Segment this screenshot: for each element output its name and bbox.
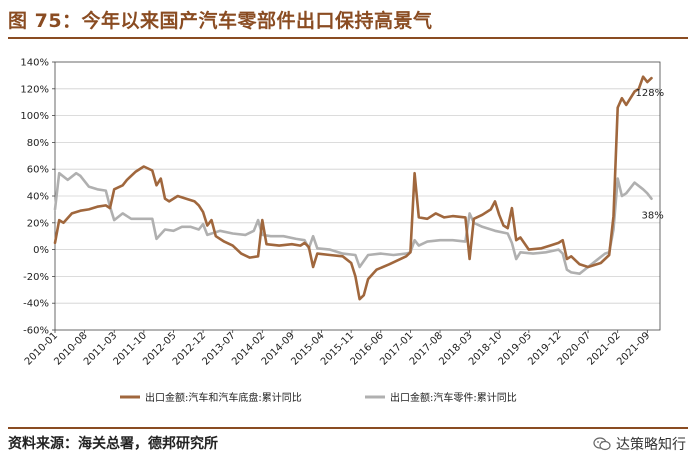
y-tick-label: 140% xyxy=(20,58,49,69)
y-tick-label: 120% xyxy=(20,84,49,95)
y-tick-label: 20% xyxy=(27,218,49,229)
y-tick-label: 100% xyxy=(20,111,49,122)
end-label-parts: 38% xyxy=(642,211,664,222)
y-tick-label: -20% xyxy=(23,272,49,283)
y-tick-label: 0% xyxy=(33,245,49,256)
x-tick-label: 2021-09 xyxy=(615,330,652,367)
legend: 出口金额:汽车和汽车底盘:累计同比 出口金额:汽车零件:累计同比 xyxy=(120,391,517,404)
series-lines xyxy=(53,75,653,301)
end-labels: 128% 38% xyxy=(636,88,665,222)
y-tick-label: -60% xyxy=(23,326,49,337)
y-tick-label: 60% xyxy=(27,165,49,176)
source-note: 资料来源：海关总署，德邦研究所 xyxy=(8,436,218,452)
y-tick-label: 80% xyxy=(27,138,49,149)
footer-divider xyxy=(8,427,688,429)
legend-label-chassis: 出口金额:汽车和汽车底盘:累计同比 xyxy=(145,391,302,404)
figure-title: 图 75：今年以来国产汽车零部件出口保持高景气 xyxy=(8,10,433,32)
end-label-chassis: 128% xyxy=(636,88,665,99)
watermark-text: 达策略知行 xyxy=(616,437,686,453)
line-chart: -60% -40% -20% 0% 20% 40% 60% 80% 100% 120% 140% 20… xyxy=(20,58,665,405)
legend-label-parts: 出口金额:汽车零件:累计同比 xyxy=(390,391,517,404)
y-tick-label: 40% xyxy=(27,192,49,203)
axes: -60% -40% -20% 0% 20% 40% 60% 80% 100% 120% 140% 20… xyxy=(20,58,661,368)
grid-lines xyxy=(55,88,660,304)
wechat-icon xyxy=(593,437,611,451)
y-tick-label: -40% xyxy=(23,299,49,310)
title-divider xyxy=(8,37,688,39)
series-line-parts xyxy=(53,171,653,275)
watermark: 达策略知行 xyxy=(593,434,686,454)
series-line-chassis xyxy=(53,75,653,301)
